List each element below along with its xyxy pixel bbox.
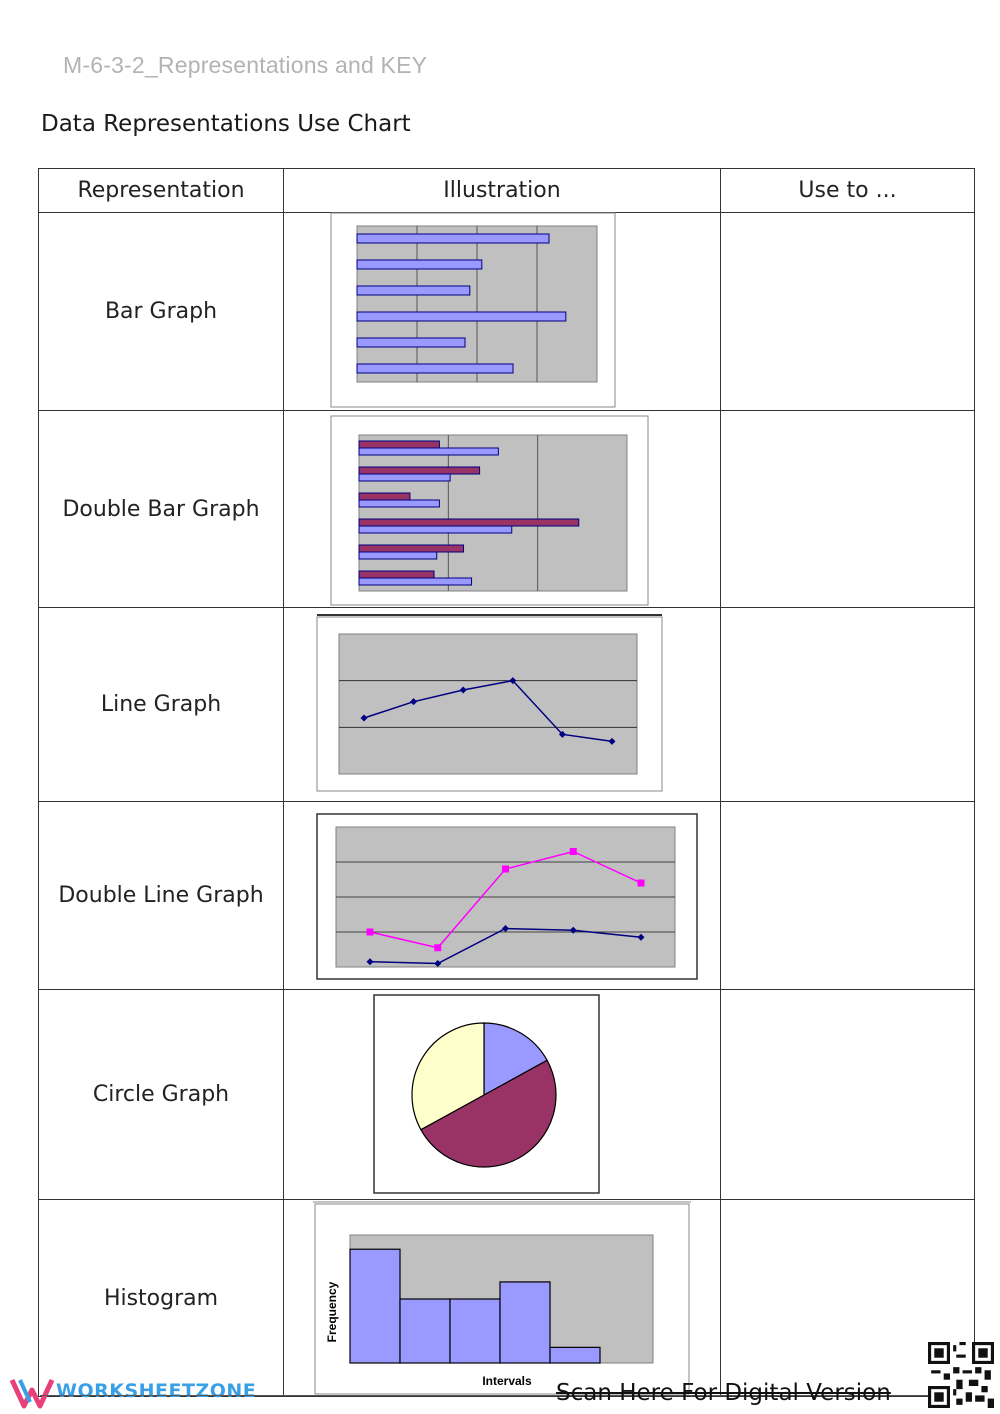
pie-slice <box>483 1022 548 1097</box>
representation-name: Double Bar Graph <box>38 410 284 608</box>
illustration-cell <box>283 607 721 802</box>
bar <box>358 570 435 579</box>
bar <box>358 544 465 553</box>
bar <box>358 499 440 508</box>
bar <box>356 311 567 322</box>
data-point <box>360 714 368 722</box>
use-answer-cell[interactable] <box>720 801 975 990</box>
table-row: Circle Graph <box>38 989 975 1200</box>
representation-name: Line Graph <box>38 607 284 802</box>
data-point <box>509 677 517 685</box>
illustration-cell <box>283 989 721 1200</box>
bar <box>358 518 580 527</box>
illustration-cell: Intervals Frequency <box>283 1199 721 1397</box>
series-line <box>363 679 613 743</box>
page-title: Data Representations Use Chart <box>41 111 411 137</box>
data-point <box>502 865 509 873</box>
data-point <box>434 944 442 952</box>
data-point <box>569 926 577 934</box>
bar <box>358 525 513 534</box>
data-point <box>434 960 442 967</box>
illustration-cell <box>283 801 721 990</box>
data-point <box>366 958 374 966</box>
data-point <box>410 698 418 706</box>
data-point <box>569 848 577 855</box>
illustration-cell <box>283 212 721 411</box>
bar <box>358 492 411 501</box>
double-bar-graph-illustration <box>330 415 649 606</box>
representation-name: Double Line Graph <box>38 801 284 990</box>
representation-name: Histogram <box>38 1199 284 1397</box>
pie-slice <box>411 1022 485 1131</box>
bar-graph-illustration <box>330 212 616 408</box>
bar <box>358 551 438 560</box>
representation-name: Bar Graph <box>38 212 284 411</box>
table-row: Double Bar Graph <box>38 410 975 608</box>
table-row: Bar Graph <box>38 212 975 411</box>
column-header-use: Use to ... <box>720 168 975 213</box>
column-header-illustration: Illustration <box>283 168 721 213</box>
use-answer-cell[interactable] <box>720 410 975 608</box>
use-answer-cell[interactable] <box>720 607 975 802</box>
data-point <box>558 730 566 738</box>
footer-divider <box>40 1395 930 1396</box>
column-header-representation: Representation <box>38 168 284 213</box>
data-point <box>637 933 645 941</box>
histogram-illustration: Intervals Frequency <box>313 1201 691 1395</box>
qr-code-icon[interactable] <box>928 1342 994 1408</box>
table-row: Histogram Intervals Frequency <box>38 1199 975 1397</box>
double-line-graph-illustration <box>316 813 698 980</box>
histogram-bar <box>399 1298 451 1364</box>
x-axis-label: Intervals <box>482 1374 532 1388</box>
bar <box>356 259 483 270</box>
scan-text: Scan Here For Digital Version <box>556 1380 891 1406</box>
pie-slice <box>420 1059 557 1168</box>
histogram-bar <box>349 1248 401 1364</box>
bar <box>358 473 451 482</box>
table-row: Double Line Graph <box>38 801 975 990</box>
document-code: M-6-3-2_Representations and KEY <box>63 52 428 78</box>
bar <box>356 363 514 374</box>
line-graph-illustration <box>316 614 663 792</box>
data-point <box>366 928 374 936</box>
use-answer-cell[interactable] <box>720 212 975 411</box>
table-row: Line Graph <box>38 607 975 802</box>
bar <box>358 466 481 475</box>
circle-graph-illustration <box>373 994 600 1194</box>
data-point <box>459 686 467 694</box>
illustration-cell <box>283 410 721 608</box>
data-point <box>608 737 616 745</box>
data-point <box>502 925 509 932</box>
bar <box>356 337 466 348</box>
bar <box>356 233 550 244</box>
bar <box>358 577 473 586</box>
histogram-bar <box>499 1281 551 1364</box>
bar <box>358 447 499 456</box>
representation-name: Circle Graph <box>38 989 284 1200</box>
brand-name: WORKSHEETZONE <box>56 1380 257 1402</box>
plot-area <box>338 633 638 775</box>
bar <box>358 440 440 449</box>
data-point <box>637 879 645 887</box>
y-axis-label: Frequency <box>325 1281 339 1342</box>
representations-table: Representation Illustration Use to ... B… <box>38 168 975 1397</box>
use-answer-cell[interactable] <box>720 989 975 1200</box>
plot-area <box>358 434 628 592</box>
histogram-bar <box>449 1298 501 1364</box>
table-header-row: Representation Illustration Use to ... <box>38 168 975 213</box>
worksheetzone-logo-icon <box>10 1378 54 1409</box>
bar <box>356 285 471 296</box>
histogram-bar <box>549 1346 601 1364</box>
